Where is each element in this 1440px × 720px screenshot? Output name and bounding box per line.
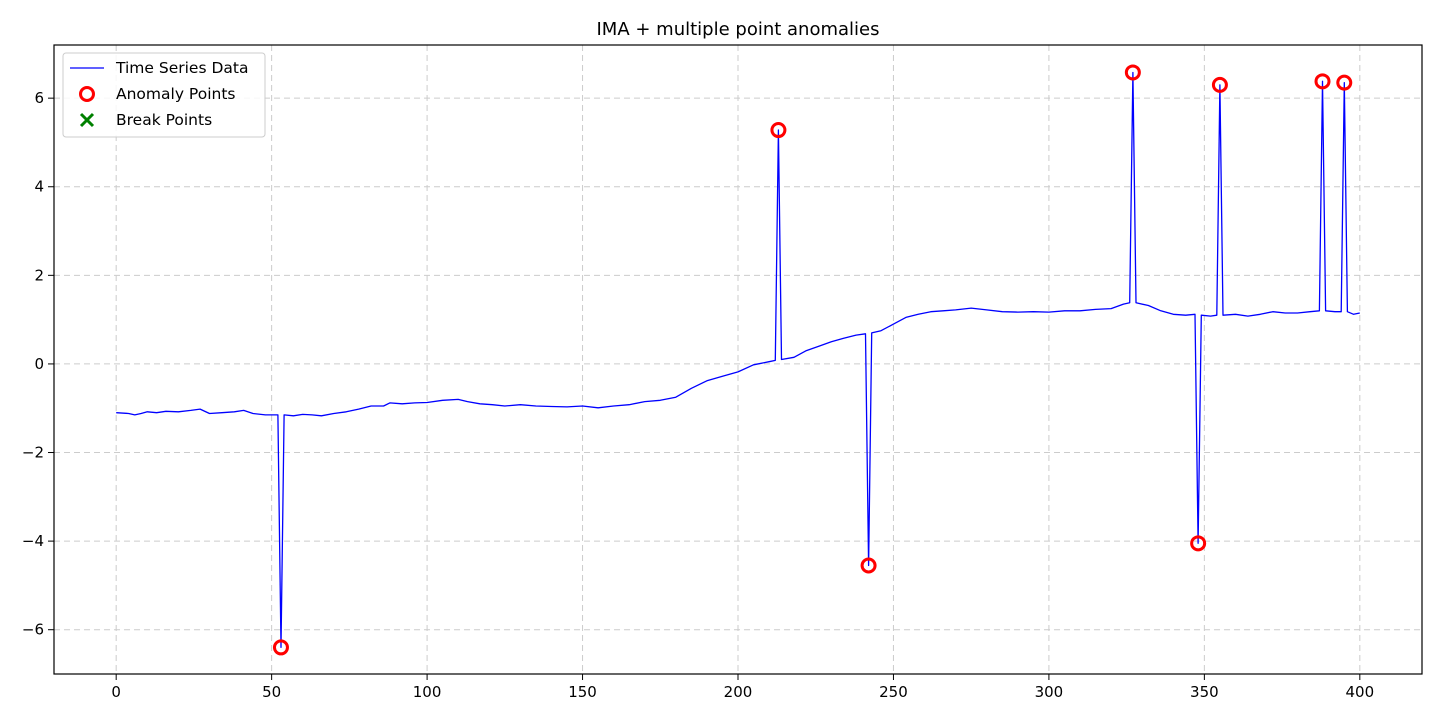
anomaly-point — [1336, 74, 1353, 91]
y-tick-label: −4 — [22, 532, 44, 550]
anomaly-point — [1211, 76, 1228, 93]
chart-title: IMA + multiple point anomalies — [597, 19, 880, 40]
x-tick-label: 250 — [879, 683, 908, 701]
y-tick-label: −2 — [22, 444, 44, 462]
axis-ticks: 0 50 100 150 200 250 300 350 400 −6 −4 −2 0 2 4 6 — [22, 89, 1374, 701]
x-tick-label: 0 — [111, 683, 121, 701]
series-line — [116, 71, 1360, 649]
y-tick-label: −6 — [22, 621, 44, 639]
y-tick-label: 0 — [34, 355, 44, 373]
anomaly-markers — [272, 64, 1353, 656]
y-tick-label: 4 — [34, 178, 44, 196]
legend-label: Anomaly Points — [116, 85, 235, 103]
grid — [54, 45, 1422, 674]
anomaly-point — [860, 557, 877, 574]
x-tick-label: 300 — [1035, 683, 1064, 701]
anomaly-point — [272, 639, 289, 656]
x-tick-label: 150 — [568, 683, 597, 701]
anomaly-point — [1124, 64, 1141, 81]
x-tick-label: 400 — [1345, 683, 1374, 701]
legend-swatch-circle — [79, 86, 95, 102]
legend-box — [62, 52, 266, 138]
anomaly-point — [1190, 535, 1207, 552]
legend: Time Series Data Anomaly Points Break Poin… — [62, 52, 266, 138]
y-tick-label: 2 — [34, 266, 44, 284]
legend-label: Time Series Data — [115, 59, 248, 77]
anomaly-point — [1314, 73, 1331, 90]
anomaly-point — [770, 122, 787, 139]
y-tick-label: 6 — [34, 89, 44, 107]
x-tick-label: 50 — [262, 683, 281, 701]
legend-label: Break Points — [116, 111, 212, 129]
legend-swatch-x — [79, 112, 95, 128]
x-tick-label: 200 — [724, 683, 753, 701]
x-tick-label: 100 — [413, 683, 442, 701]
series-layer — [116, 71, 1360, 649]
x-tick-label: 350 — [1190, 683, 1219, 701]
